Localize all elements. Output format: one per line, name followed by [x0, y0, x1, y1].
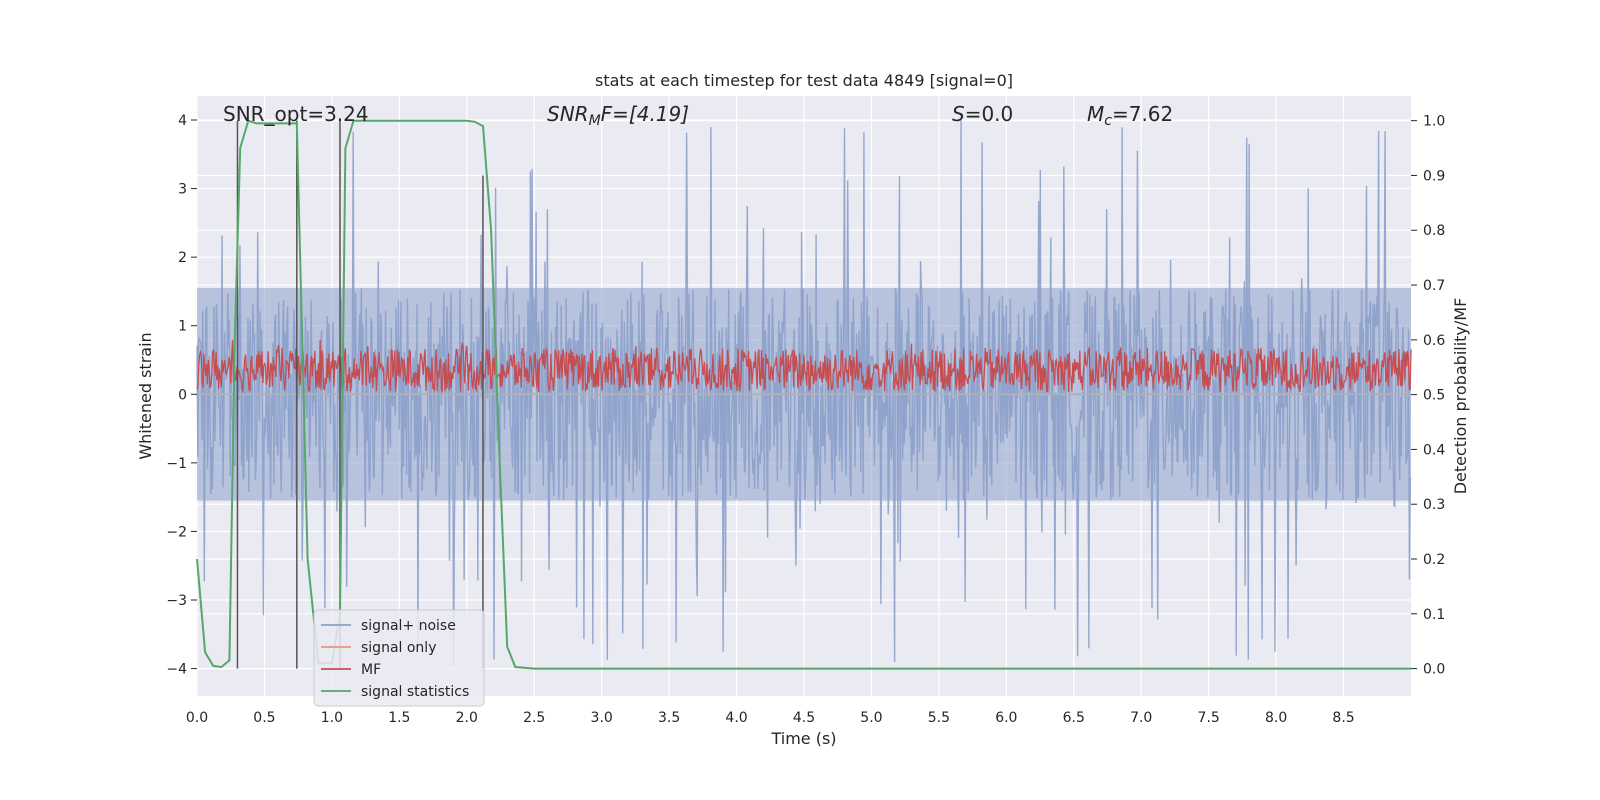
x-tick-label: 5.5: [928, 710, 950, 726]
y-right-tick-label: 0.0: [1423, 662, 1445, 678]
y-left-tick-label: 4: [178, 113, 187, 129]
x-tick-label: 1.0: [321, 710, 343, 726]
y-left-tick-label: −2: [166, 524, 187, 540]
mf-line: [196, 339, 1412, 394]
x-tick-label: 0.5: [253, 710, 275, 726]
y-left-tick-label: −1: [166, 456, 187, 472]
x-tick-label: 7.0: [1130, 710, 1152, 726]
annotation-s: S=0.0: [952, 102, 1013, 126]
x-tick-label: 7.5: [1198, 710, 1220, 726]
y-left-tick-label: 3: [178, 182, 187, 198]
y-left-tick-label: −3: [166, 593, 187, 609]
x-tick-label: 2.0: [456, 710, 478, 726]
mc-subscript: c: [1104, 113, 1112, 129]
x-tick-label: 6.0: [995, 710, 1017, 726]
snr-mf-value: F=[4.19]: [601, 102, 689, 126]
mf-series: [196, 339, 1412, 394]
chart-title: stats at each timestep for test data 484…: [595, 71, 1013, 90]
x-axis-label: Time (s): [770, 729, 836, 748]
signal-plus-noise-series: [196, 120, 1412, 667]
legend-label-signal-only: signal only: [361, 640, 436, 656]
x-tick-label: 2.5: [523, 710, 545, 726]
annotation-snr-opt: SNR_opt=3.24: [223, 102, 369, 126]
y-left-tick-label: 2: [178, 250, 187, 266]
y-right-axis-label: Detection probability/MF: [1451, 298, 1470, 495]
x-tick-label: 3.5: [658, 710, 680, 726]
y-right-tick-label: 0.2: [1423, 552, 1445, 568]
s-value: =0.0: [965, 102, 1014, 126]
x-tick-labels: 0.0 0.5 1.0 1.5 2.0 2.5 3.0 3.5 4.0 4.5 5.0 5.5 6.0 6…: [186, 710, 1355, 726]
signal-statistics-line: [196, 119, 1411, 670]
snr-mf-subscript: M: [589, 113, 601, 129]
y-right-tick-label: 0.6: [1423, 333, 1445, 349]
mc-value: =7.62: [1112, 102, 1173, 126]
x-tick-label: 8.5: [1332, 710, 1354, 726]
x-tick-label: 8.0: [1265, 710, 1287, 726]
y-right-tick-label: 0.4: [1423, 442, 1445, 458]
y-right-tick-label: 0.5: [1423, 388, 1445, 404]
legend-label-mf: MF: [361, 662, 381, 678]
y-right-tick-label: 1.0: [1423, 114, 1445, 130]
y-right-tick-label: 0.9: [1423, 168, 1445, 184]
snr-mf-symbol: SNR: [547, 102, 589, 126]
x-tick-label: 1.5: [388, 710, 410, 726]
y-left-tick-label: 1: [178, 319, 187, 335]
x-tick-label: 0.0: [186, 710, 208, 726]
s-symbol: S: [952, 102, 965, 126]
x-tick-label: 4.0: [725, 710, 747, 726]
mc-symbol: M: [1087, 102, 1104, 126]
signal-statistics-series: [196, 119, 1411, 670]
legend: signal+ noise signal only MF signal stat…: [313, 609, 485, 707]
annotation-snr-mf: SNRMF=[4.19]: [547, 102, 689, 129]
annotation-mc: Mc=7.62: [1087, 102, 1173, 129]
y-left-tick-labels: 4 3 2 1 0 −1 −2 −3 −4: [166, 113, 197, 678]
legend-label-signal-noise: signal+ noise: [361, 618, 456, 634]
x-tick-label: 5.0: [860, 710, 882, 726]
y-right-tick-label: 0.7: [1423, 278, 1445, 294]
y-left-tick-label: 0: [178, 387, 187, 403]
x-tick-label: 6.5: [1063, 710, 1085, 726]
y-right-tick-label: 0.3: [1423, 497, 1445, 513]
x-tick-label: 4.5: [793, 710, 815, 726]
y-right-tick-labels: 1.0 0.9 0.8 0.7 0.6 0.5 0.4 0.3 0.2 0.1 0.0: [1411, 114, 1445, 678]
y-right-tick-label: 0.1: [1423, 607, 1445, 623]
legend-label-signal-statistics: signal statistics: [361, 684, 469, 700]
x-tick-label: 3.0: [591, 710, 613, 726]
y-left-axis-label: Whitened strain: [136, 332, 155, 459]
y-left-tick-label: −4: [166, 662, 187, 678]
y-right-tick-label: 0.8: [1423, 223, 1445, 239]
legend-box: [313, 609, 485, 707]
